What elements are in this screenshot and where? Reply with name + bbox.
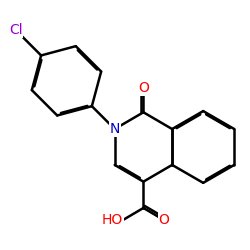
Text: Cl: Cl bbox=[9, 23, 22, 37]
Text: N: N bbox=[110, 122, 120, 136]
Text: HO: HO bbox=[102, 213, 123, 227]
Text: O: O bbox=[158, 213, 169, 227]
Text: O: O bbox=[138, 81, 149, 95]
